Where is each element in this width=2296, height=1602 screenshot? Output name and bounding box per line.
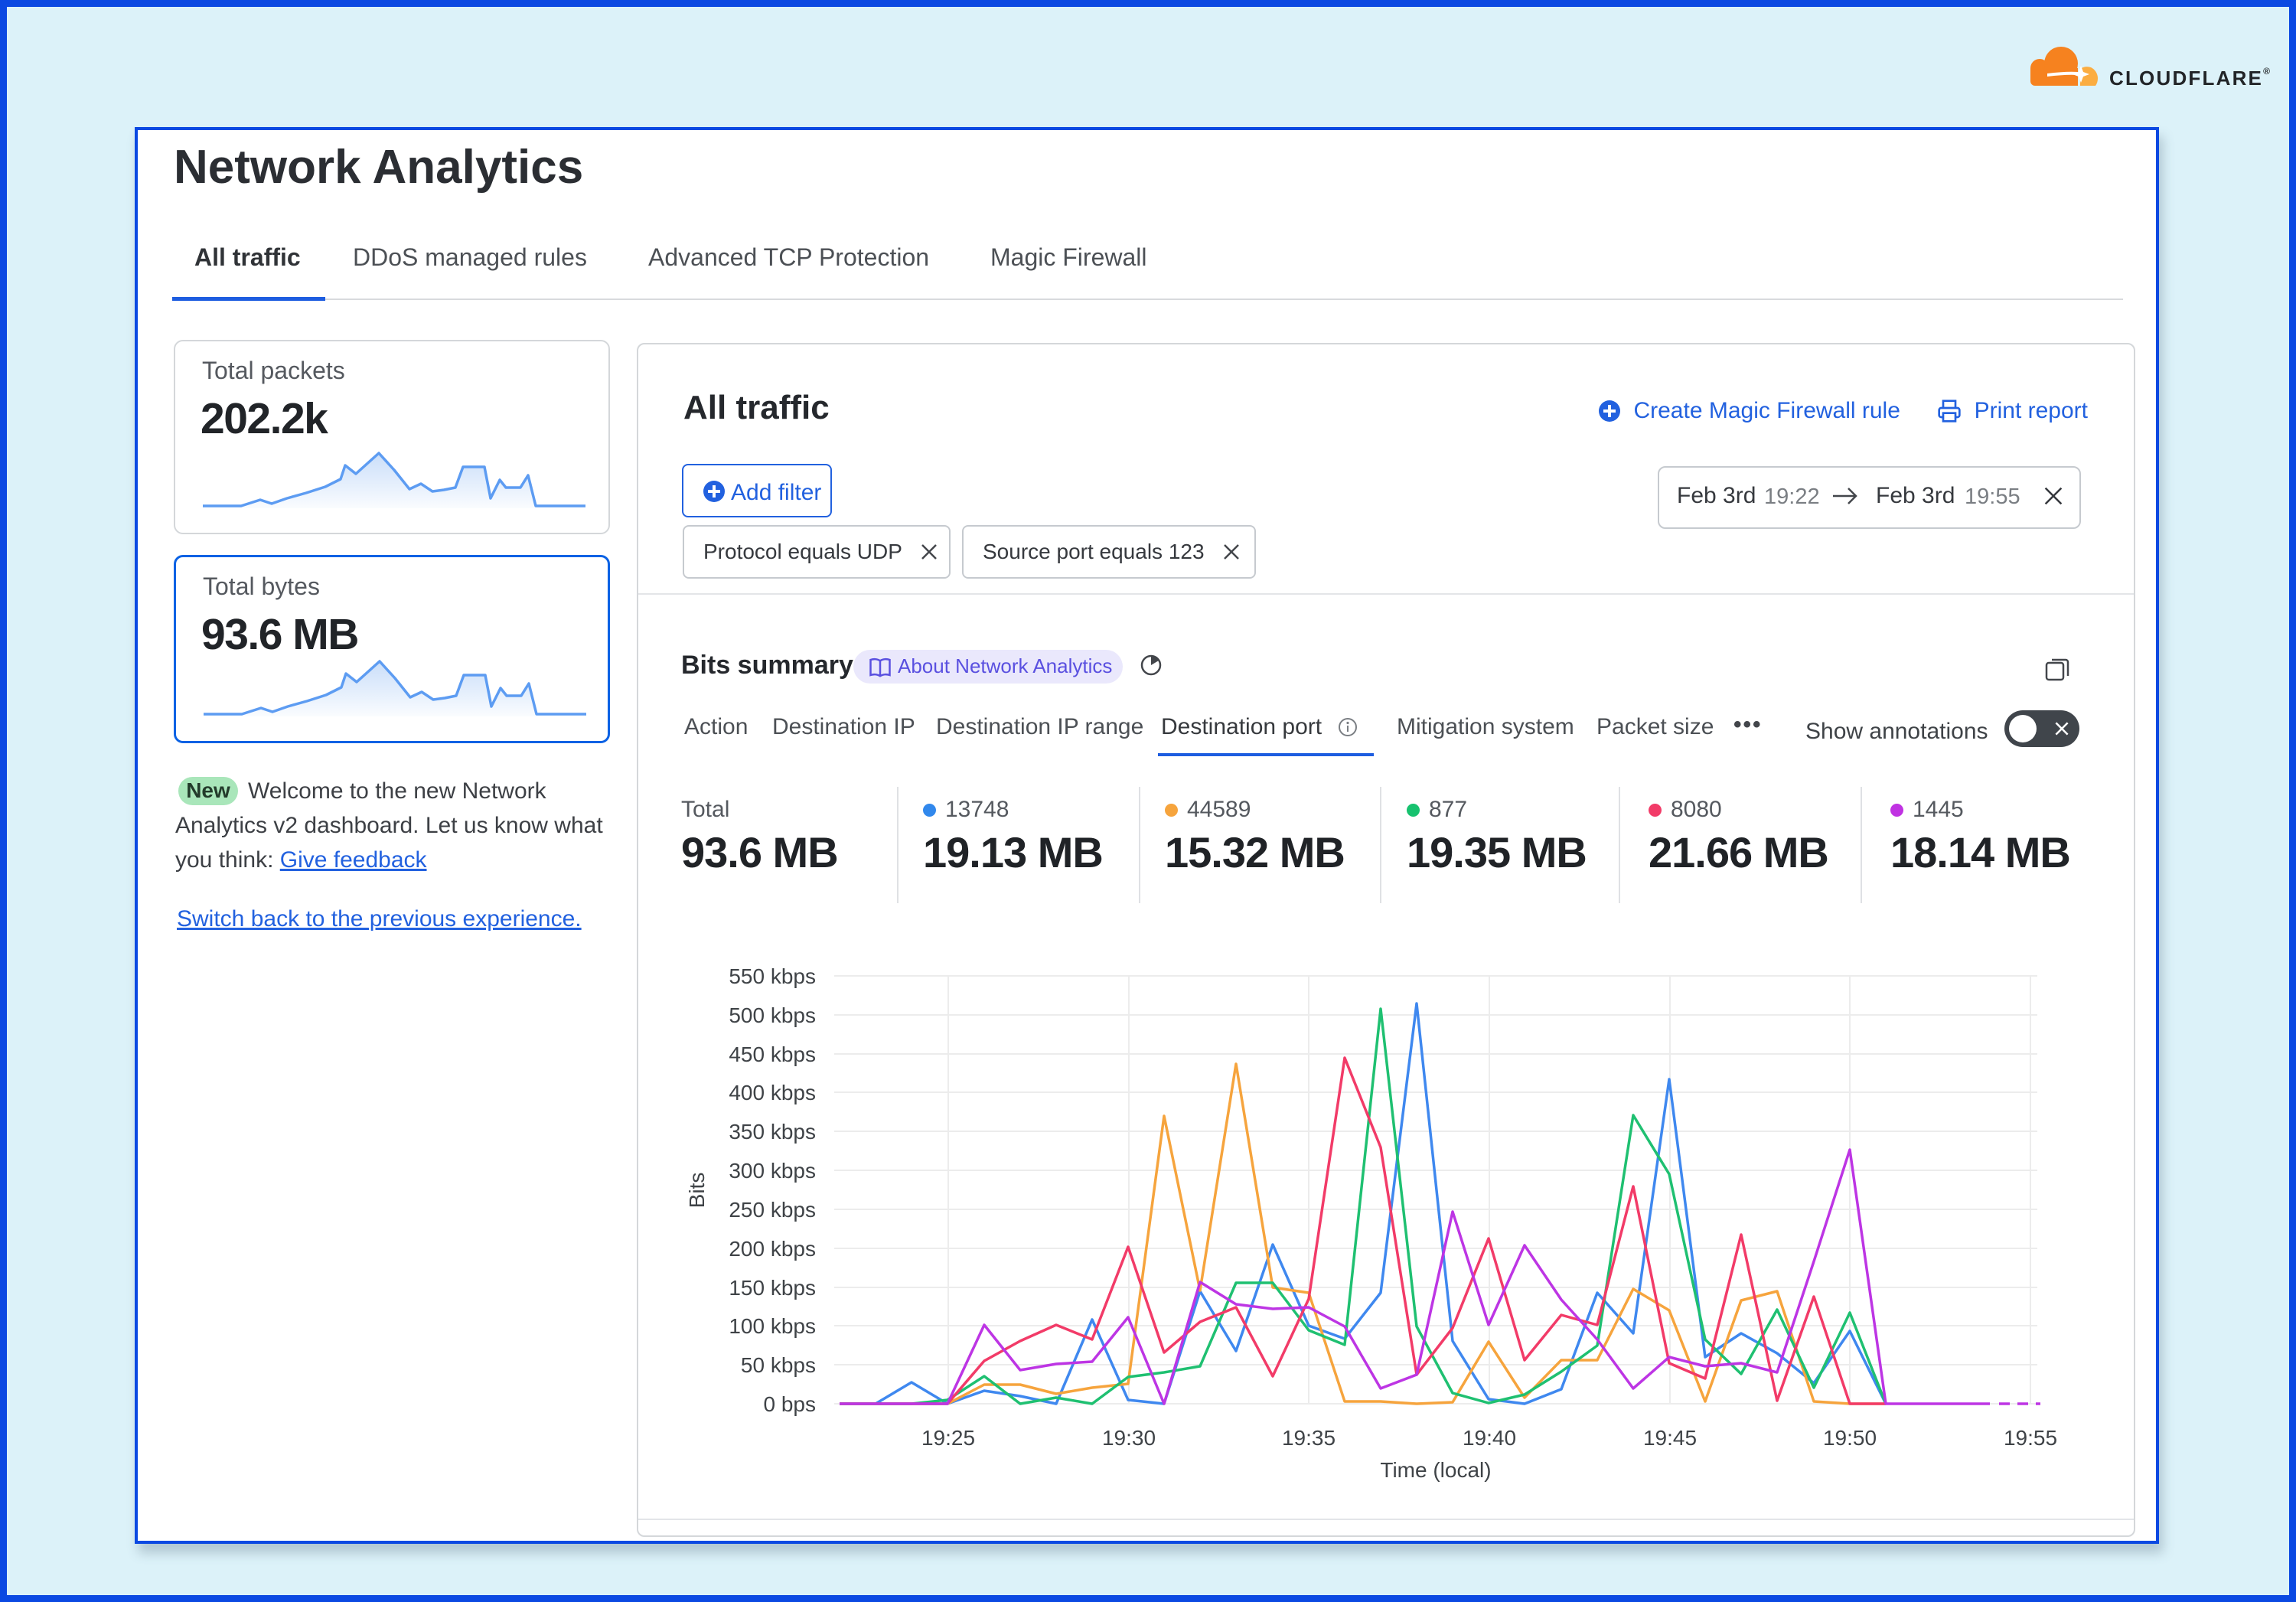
svg-text:Bits: Bits — [685, 1173, 709, 1209]
svg-text:19:55: 19:55 — [2004, 1426, 2057, 1450]
svg-text:19:50: 19:50 — [1823, 1426, 1877, 1450]
svg-text:250 kbps: 250 kbps — [729, 1198, 816, 1222]
svg-text:Time (local): Time (local) — [1380, 1458, 1491, 1482]
svg-text:100 kbps: 100 kbps — [729, 1314, 816, 1338]
svg-text:0 bps: 0 bps — [764, 1392, 817, 1416]
svg-text:450 kbps: 450 kbps — [729, 1042, 816, 1066]
svg-text:400 kbps: 400 kbps — [729, 1081, 816, 1104]
svg-text:150 kbps: 150 kbps — [729, 1276, 816, 1300]
svg-text:300 kbps: 300 kbps — [729, 1159, 816, 1183]
svg-text:500 kbps: 500 kbps — [729, 1003, 816, 1027]
svg-text:550 kbps: 550 kbps — [729, 964, 816, 988]
svg-text:200 kbps: 200 kbps — [729, 1237, 816, 1261]
svg-text:350 kbps: 350 kbps — [729, 1120, 816, 1144]
svg-text:19:45: 19:45 — [1643, 1426, 1697, 1450]
svg-text:19:25: 19:25 — [921, 1426, 975, 1450]
svg-text:19:30: 19:30 — [1102, 1426, 1156, 1450]
svg-text:19:40: 19:40 — [1463, 1426, 1516, 1450]
svg-text:19:35: 19:35 — [1282, 1426, 1336, 1450]
svg-text:50 kbps: 50 kbps — [741, 1353, 816, 1377]
